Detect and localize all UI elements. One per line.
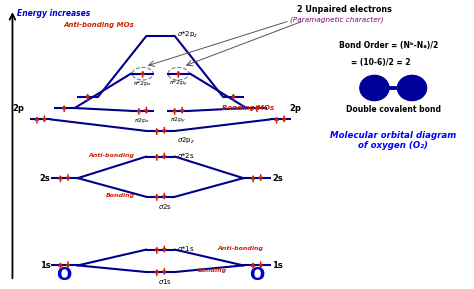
Text: $\pi$*2p$_x$: $\pi$*2p$_x$ [133, 79, 153, 88]
Ellipse shape [398, 75, 427, 101]
Text: Bonding: Bonding [106, 193, 135, 198]
Text: 2 Unpaired electrons: 2 Unpaired electrons [297, 5, 392, 14]
Text: Double covalent bond: Double covalent bond [346, 105, 441, 114]
Text: 2s: 2s [40, 174, 50, 183]
Text: O: O [56, 266, 72, 284]
Text: $\pi$2p$_x$: $\pi$2p$_x$ [135, 116, 151, 125]
Text: = (10-6)/2 = 2: = (10-6)/2 = 2 [351, 58, 410, 67]
Text: Bonding: Bonding [198, 268, 227, 273]
Text: $\sigma$*2p$_z$: $\sigma$*2p$_z$ [177, 30, 199, 40]
Text: 1s: 1s [273, 261, 283, 270]
Text: $\sigma$2s: $\sigma$2s [158, 202, 173, 211]
Text: Molecular orbital diagram
of oxygen (O₂): Molecular orbital diagram of oxygen (O₂) [330, 131, 456, 150]
Text: $\sigma$*2s: $\sigma$*2s [177, 151, 195, 160]
Text: O: O [249, 266, 264, 284]
Text: Bond Order = (Nᵇ-Nₐ)/2: Bond Order = (Nᵇ-Nₐ)/2 [339, 41, 438, 50]
Ellipse shape [360, 75, 389, 101]
Text: $\sigma$*1s: $\sigma$*1s [177, 244, 195, 253]
Text: Anti-bonding: Anti-bonding [217, 246, 263, 251]
Text: $\sigma$1s: $\sigma$1s [158, 277, 173, 286]
Text: $\sigma$2p$_z$: $\sigma$2p$_z$ [177, 136, 195, 146]
Text: Energy increases: Energy increases [17, 9, 91, 18]
Text: Bonding MOs: Bonding MOs [222, 105, 274, 111]
Text: (Paramagnetic character): (Paramagnetic character) [290, 16, 383, 23]
Text: $\pi$*2p$_y$: $\pi$*2p$_y$ [169, 79, 188, 89]
Text: 2p: 2p [12, 103, 24, 112]
Text: 2p: 2p [290, 103, 301, 112]
Text: Anti-bonding: Anti-bonding [89, 153, 135, 158]
Text: $\pi$2p$_y$: $\pi$2p$_y$ [170, 116, 187, 126]
Text: 2s: 2s [273, 174, 283, 183]
Text: Anti-bonding MOs: Anti-bonding MOs [64, 22, 135, 28]
Text: 1s: 1s [40, 261, 50, 270]
